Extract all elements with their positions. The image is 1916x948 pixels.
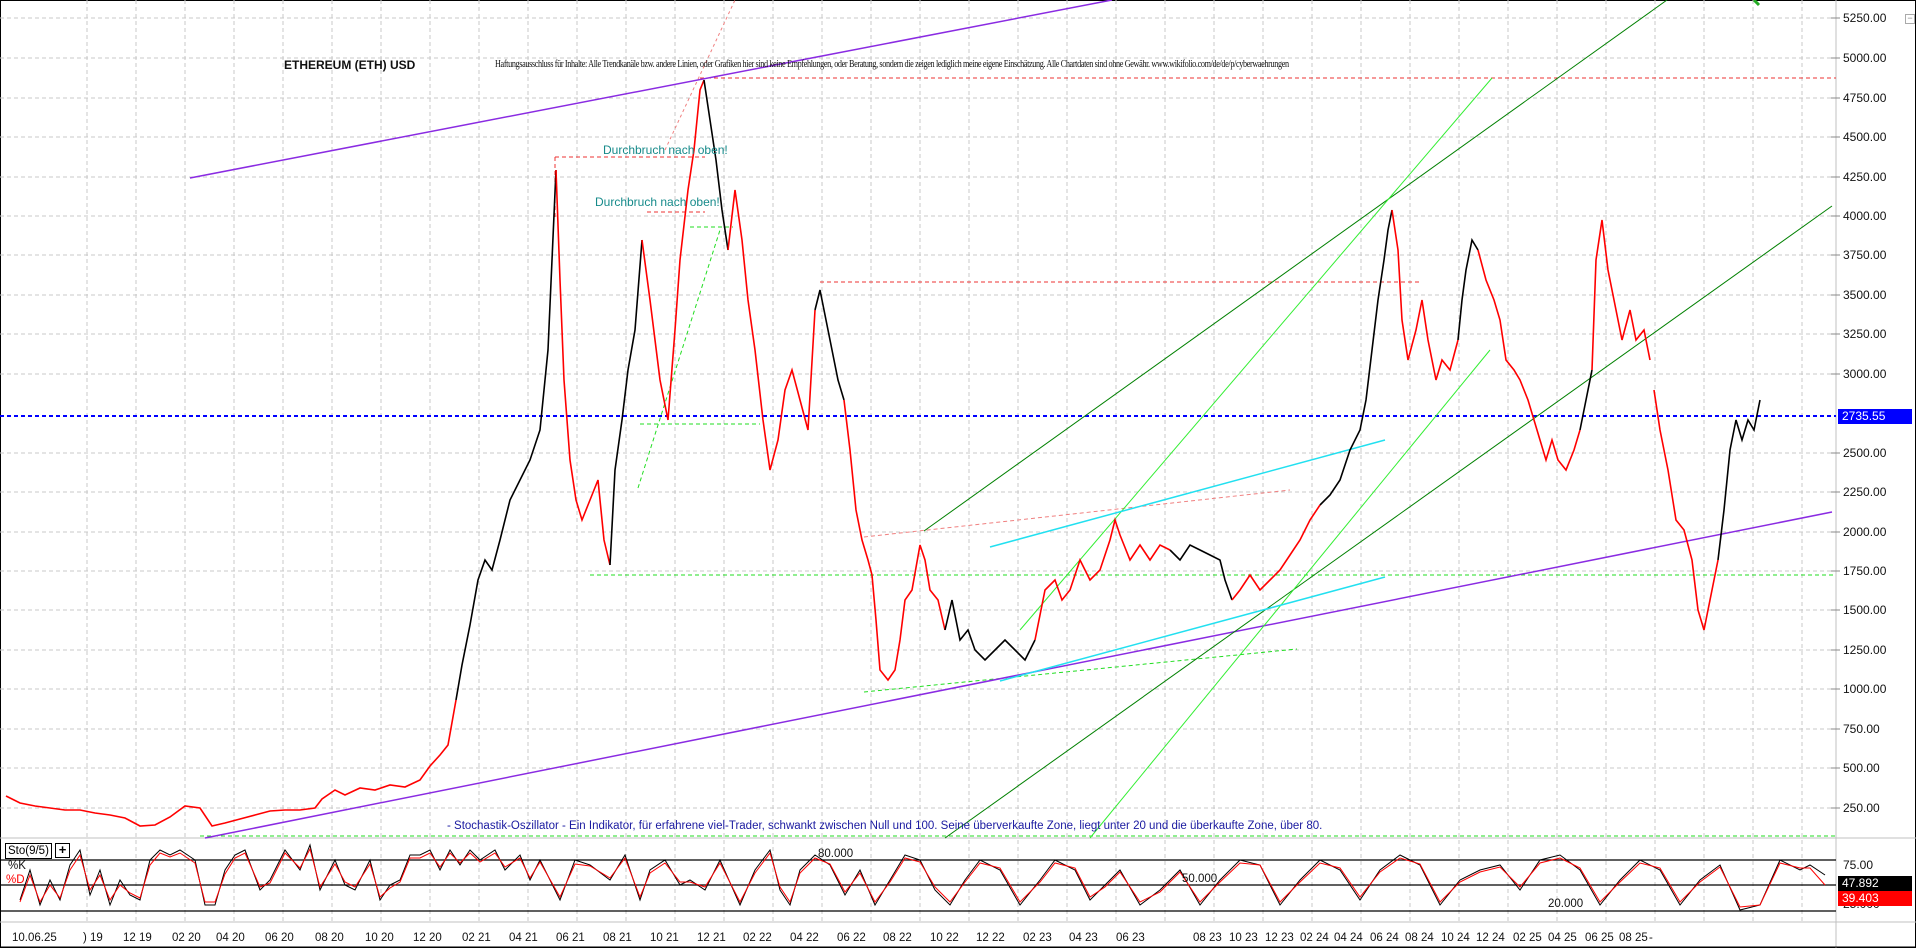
stochastic-indicator-label[interactable]: Sto(9/5) [5,843,52,859]
breakout-annotation-2: Durchbruch nach oben! [595,195,720,209]
time-tick: 10 22 [930,932,959,944]
stochastic-pane [0,843,1836,912]
price-tick: 750.00 [1843,722,1880,736]
price-tick: 1000.00 [1843,682,1887,696]
price-tick: 2000.00 [1843,525,1887,539]
k-value-tag: 47.892 [1838,876,1912,891]
time-tick: 12 24 [1476,932,1505,944]
time-tick: 12 20 [413,932,442,944]
price-tick: 2250.00 [1843,485,1887,499]
green-channel-upper [923,0,1668,532]
d-legend: %D [6,874,25,886]
time-tick: 06 20 [265,932,294,944]
stoch-tick: 75.00 [1843,858,1874,872]
price-gridlines [0,17,1836,809]
price-tick: 4250.00 [1843,170,1887,184]
time-tick: 10.06.25 [12,932,57,944]
time-tick: 06 21 [556,932,585,944]
time-tick: 06 23 [1116,932,1145,944]
time-tick: 02 20 [172,932,201,944]
time-tick: 04 20 [216,932,245,944]
time-tick: ) 19 [83,932,103,944]
stoch-level-50: 50.000 [1182,873,1218,885]
time-tick: 08 23 [1193,932,1222,944]
time-tick: 12 19 [123,932,152,944]
price-tick: 3500.00 [1843,288,1887,302]
price-tick: 1250.00 [1843,643,1887,657]
time-tick: - [1649,932,1653,944]
k-legend: %K [8,860,26,872]
price-tick: 3750.00 [1843,248,1887,262]
time-gridlines [86,0,1803,922]
price-tick: 250.00 [1843,801,1880,815]
price-tick: 5000.00 [1843,51,1887,65]
stoch-level-80: 80.000 [818,848,854,860]
price-tick: 3250.00 [1843,327,1887,341]
time-tick: 04 25 [1548,932,1577,944]
time-tick: 08 20 [315,932,344,944]
d-value-tag: 39.403 [1838,891,1912,906]
time-tick: 10 24 [1441,932,1470,944]
time-tick: 08 24 [1405,932,1434,944]
time-tick: 04 22 [790,932,819,944]
price-tick: 5250.00 [1843,11,1887,25]
price-tick: 4500.00 [1843,130,1887,144]
add-indicator-icon[interactable]: + [55,843,70,858]
time-tick: 10 20 [365,932,394,944]
time-tick: 12 23 [1265,932,1294,944]
current-price-tag: 2735.55 [1838,409,1912,424]
time-tick: 08 22 [883,932,912,944]
time-tick: 04 23 [1069,932,1098,944]
stoch-level-20: 20.000 [1548,898,1584,910]
price-tick: 1750.00 [1843,564,1887,578]
time-tick: 02 24 [1300,932,1329,944]
time-tick: 10 23 [1229,932,1258,944]
purple-upper-trendline [189,0,1113,179]
breakout-annotation-1: Durchbruch nach oben! [603,143,728,157]
candlestick-series [5,79,1761,827]
time-tick: 10 21 [650,932,679,944]
green-channel-lower [944,205,1833,839]
price-tick: 4000.00 [1843,209,1887,223]
purple-support-trendline [204,511,1833,839]
time-tick: 02 25 [1513,932,1542,944]
price-tick: 3000.00 [1843,367,1887,381]
time-tick: 06 25 [1585,932,1614,944]
price-tick: 2500.00 [1843,446,1887,460]
price-tick: 1500.00 [1843,603,1887,617]
time-tick: 08 25 [1619,932,1648,944]
price-tick: 4750.00 [1843,91,1887,105]
time-tick: 12 21 [697,932,726,944]
price-tick: 500.00 [1843,761,1880,775]
collapse-pane-icon[interactable]: − [1905,14,1915,24]
time-tick: 02 21 [462,932,491,944]
disclaimer-text: Haftungsausschluss für Inhalte: Alle Tre… [495,59,1289,70]
time-tick: 12 22 [976,932,1005,944]
time-tick: 04 21 [509,932,538,944]
time-tick: 04 24 [1334,932,1363,944]
chart-title: ETHEREUM (ETH) USD [284,58,416,72]
stochastic-note: - Stochastik-Oszillator - Ein Indikator,… [447,820,1323,832]
time-tick: 06 24 [1370,932,1399,944]
time-tick: 02 23 [1023,932,1052,944]
time-tick: 02 22 [743,932,772,944]
time-tick: 08 21 [603,932,632,944]
time-tick: 06 22 [837,932,866,944]
